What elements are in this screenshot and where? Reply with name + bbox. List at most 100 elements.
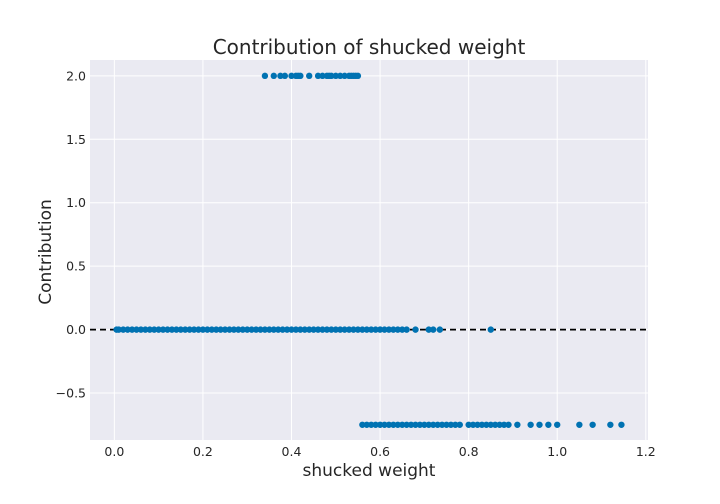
data-point — [195, 326, 202, 333]
data-point — [177, 326, 184, 333]
data-point — [505, 421, 512, 428]
data-point — [204, 326, 211, 333]
data-point — [385, 326, 393, 333]
data-point — [133, 326, 140, 333]
x-tick-label: 0.8 — [459, 444, 479, 459]
data-point — [288, 72, 295, 80]
data-point — [261, 72, 269, 80]
x-tick-label: 0.4 — [282, 444, 302, 459]
x-tick-label: 1.0 — [547, 444, 567, 459]
data-point — [314, 72, 322, 80]
data-point — [434, 421, 441, 428]
x-axis-label: shucked weight — [303, 461, 436, 481]
data-point — [618, 421, 625, 428]
data-point — [306, 326, 313, 333]
data-point — [115, 326, 122, 333]
data-point — [487, 326, 494, 333]
data-point — [239, 326, 246, 333]
data-point — [492, 421, 499, 428]
data-point — [266, 326, 273, 333]
data-point — [483, 421, 490, 428]
data-point — [128, 326, 136, 333]
data-point — [146, 326, 153, 333]
data-point — [372, 326, 379, 333]
data-point — [465, 421, 472, 428]
data-point — [213, 326, 220, 333]
data-point — [199, 326, 207, 333]
x-tick-labels: 0.0 0.2 0.4 0.6 0.8 1.0 1.2 — [104, 444, 655, 459]
data-point — [469, 421, 477, 428]
data-point — [478, 421, 486, 428]
data-point — [190, 326, 198, 333]
data-point — [252, 326, 260, 333]
data-points — [113, 72, 625, 428]
data-point — [359, 421, 366, 428]
data-point — [399, 326, 406, 333]
data-point — [292, 326, 300, 333]
data-point — [257, 326, 264, 333]
data-point — [438, 421, 446, 428]
data-point — [452, 421, 459, 428]
data-point — [607, 421, 614, 428]
data-point — [381, 421, 388, 428]
data-point — [416, 421, 424, 428]
data-point — [168, 326, 176, 333]
data-point — [399, 421, 406, 428]
data-point — [279, 326, 286, 333]
data-point — [277, 72, 284, 80]
data-point — [159, 326, 167, 333]
x-tick-label: 0.6 — [370, 444, 390, 459]
data-point — [137, 326, 145, 333]
data-point — [332, 326, 339, 333]
data-point — [412, 421, 419, 428]
data-point — [394, 421, 401, 428]
data-point — [500, 421, 508, 428]
data-point — [456, 421, 463, 428]
data-point — [248, 326, 255, 333]
data-point — [328, 326, 335, 333]
data-point — [124, 326, 131, 333]
data-point — [527, 421, 534, 428]
data-point — [363, 326, 370, 333]
plot-area — [90, 60, 648, 440]
data-point — [306, 72, 313, 80]
data-point — [496, 421, 503, 428]
data-point — [430, 326, 437, 333]
data-point — [217, 326, 224, 333]
data-point — [275, 326, 282, 333]
data-point — [155, 326, 162, 333]
data-point — [514, 421, 521, 428]
data-point — [403, 421, 410, 428]
data-point — [341, 326, 348, 333]
y-tick-label: 1.5 — [66, 132, 86, 147]
data-point — [359, 326, 366, 333]
data-point — [332, 72, 339, 80]
data-point — [341, 72, 348, 80]
y-tick-label: 0.0 — [66, 322, 86, 337]
y-tick-labels: −0.5 0.0 0.5 1.0 1.5 2.0 — [56, 68, 86, 400]
data-point — [363, 421, 370, 428]
data-point — [164, 326, 171, 333]
data-point — [281, 72, 289, 80]
data-point — [270, 326, 277, 333]
x-tick-label: 0.0 — [104, 444, 124, 459]
data-point — [436, 326, 444, 333]
data-point — [447, 421, 455, 428]
data-point — [328, 72, 335, 80]
data-point — [372, 421, 379, 428]
data-point — [354, 72, 362, 80]
data-point — [368, 326, 375, 333]
data-point — [208, 326, 215, 333]
data-point — [337, 326, 344, 333]
data-point — [381, 326, 388, 333]
data-point — [430, 421, 437, 428]
data-point — [310, 326, 317, 333]
chart-title: Contribution of shucked weight — [213, 35, 526, 59]
data-point — [120, 326, 127, 333]
data-point — [474, 421, 481, 428]
y-tick-label: 2.0 — [66, 68, 86, 83]
data-point — [368, 421, 375, 428]
data-point — [421, 421, 428, 428]
data-point — [390, 421, 397, 428]
data-point — [182, 326, 189, 333]
